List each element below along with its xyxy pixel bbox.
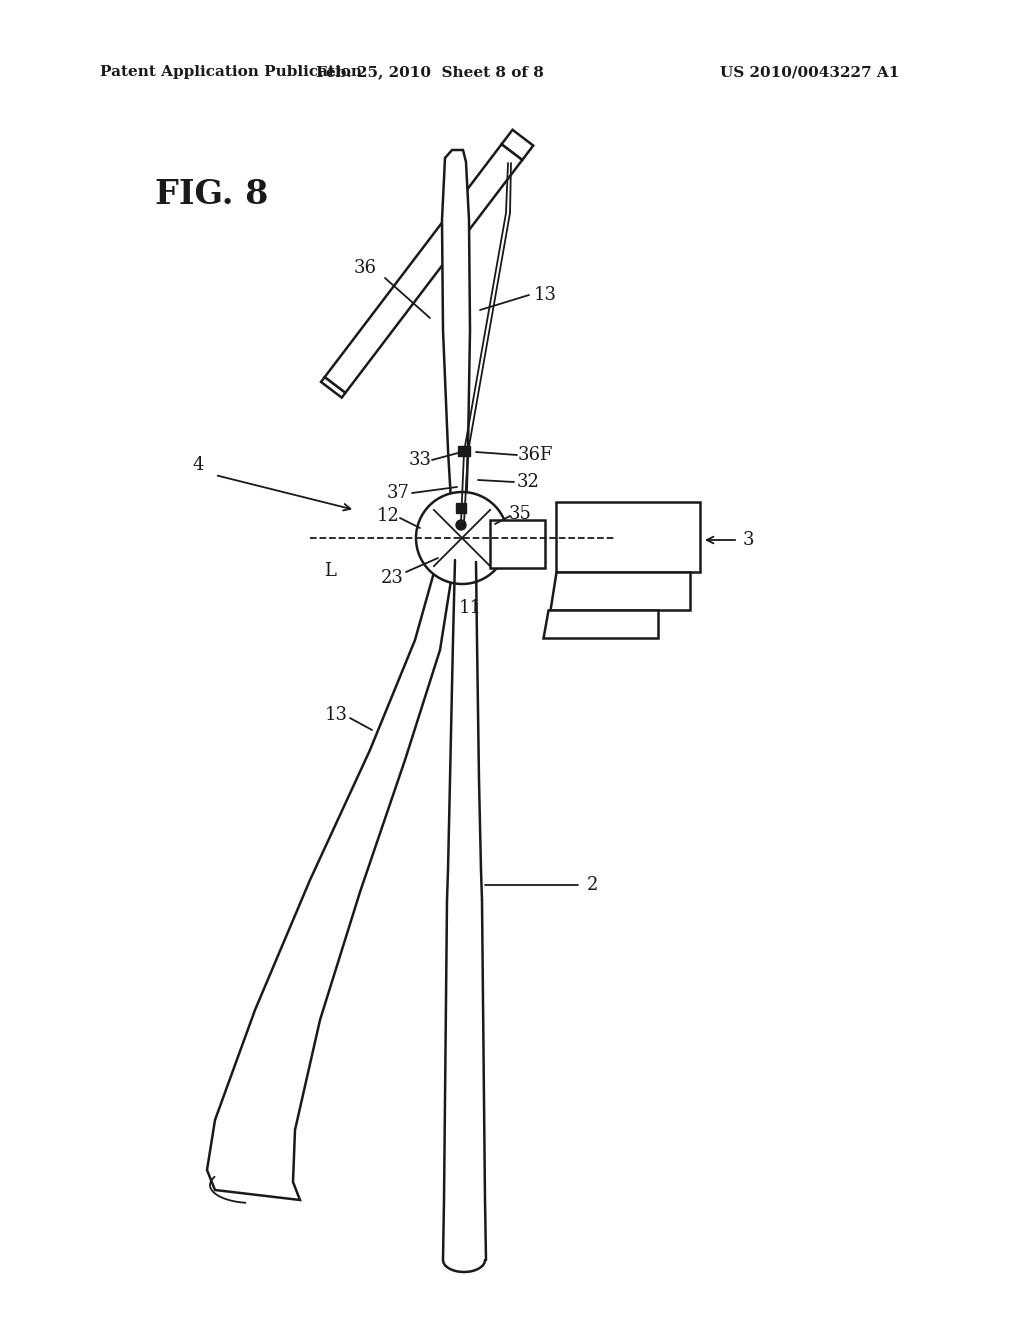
Bar bbox=[458, 446, 470, 455]
Circle shape bbox=[456, 520, 466, 531]
Text: 2: 2 bbox=[587, 876, 598, 894]
Text: 32: 32 bbox=[516, 473, 540, 491]
Text: 37: 37 bbox=[387, 484, 410, 502]
Polygon shape bbox=[207, 558, 453, 1200]
Text: US 2010/0043227 A1: US 2010/0043227 A1 bbox=[720, 65, 899, 79]
Text: 13: 13 bbox=[534, 286, 556, 304]
Text: 23: 23 bbox=[381, 569, 403, 587]
Text: 13: 13 bbox=[325, 706, 347, 723]
Circle shape bbox=[416, 492, 508, 583]
Polygon shape bbox=[556, 502, 700, 572]
Text: 35: 35 bbox=[509, 506, 531, 523]
Text: 11: 11 bbox=[459, 599, 481, 616]
Text: FIG. 8: FIG. 8 bbox=[155, 178, 268, 211]
Text: 3: 3 bbox=[742, 531, 754, 549]
Polygon shape bbox=[543, 610, 658, 638]
Text: Feb. 25, 2010  Sheet 8 of 8: Feb. 25, 2010 Sheet 8 of 8 bbox=[316, 65, 544, 79]
Text: L: L bbox=[324, 562, 336, 579]
Polygon shape bbox=[321, 378, 345, 397]
Text: 36: 36 bbox=[353, 259, 377, 277]
Text: 12: 12 bbox=[377, 507, 399, 525]
Polygon shape bbox=[550, 572, 690, 610]
Text: 36F: 36F bbox=[517, 446, 553, 465]
Polygon shape bbox=[502, 129, 534, 160]
Bar bbox=[490, 520, 545, 568]
Polygon shape bbox=[325, 144, 522, 393]
Text: 33: 33 bbox=[409, 451, 431, 469]
Polygon shape bbox=[442, 150, 470, 539]
Text: 4: 4 bbox=[193, 455, 204, 474]
Bar bbox=[456, 503, 466, 513]
Text: Patent Application Publication: Patent Application Publication bbox=[100, 65, 362, 79]
